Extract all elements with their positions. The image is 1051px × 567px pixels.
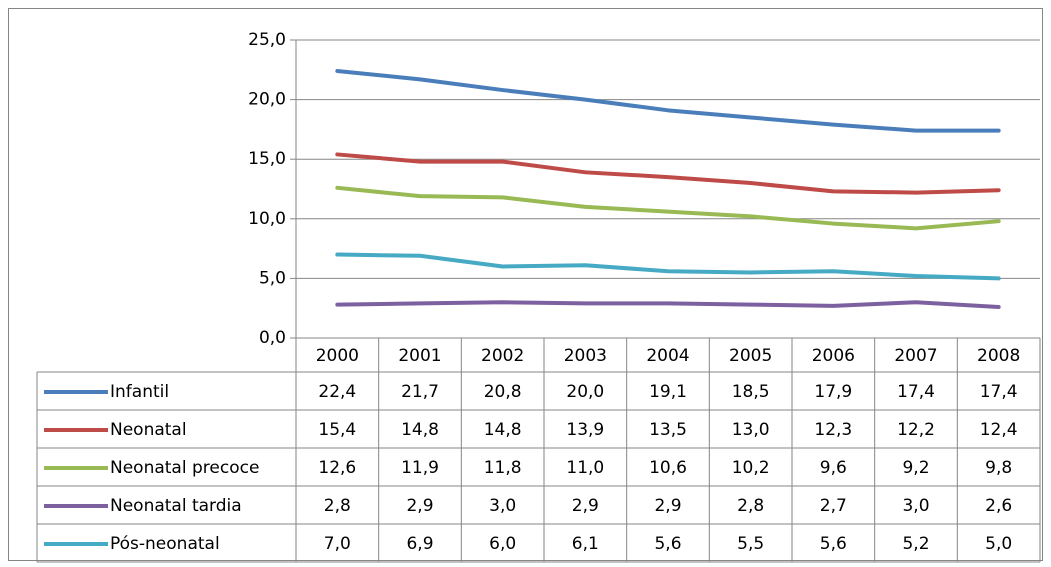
y-tick-label: 0,0 bbox=[259, 328, 286, 348]
table-value: 2,6 bbox=[985, 496, 1012, 516]
table-value: 5,6 bbox=[654, 534, 681, 554]
table-value: 15,4 bbox=[318, 420, 356, 440]
table-value: 5,2 bbox=[902, 534, 929, 554]
x-tick-label: 2005 bbox=[729, 346, 772, 366]
table-value: 13,5 bbox=[649, 420, 687, 440]
x-tick-label: 2001 bbox=[398, 346, 441, 366]
table-value: 12,6 bbox=[318, 458, 356, 478]
series-line bbox=[335, 252, 1001, 281]
chart-border bbox=[8, 8, 1043, 561]
table-value: 20,8 bbox=[484, 382, 522, 402]
legend-label: Infantil bbox=[110, 382, 169, 402]
table-value: 2,9 bbox=[572, 496, 599, 516]
table-value: 12,4 bbox=[980, 420, 1018, 440]
series-line bbox=[335, 300, 1001, 310]
legend-label: Neonatal precoce bbox=[110, 458, 259, 478]
y-tick-label: 10,0 bbox=[248, 209, 286, 229]
table-value: 2,9 bbox=[654, 496, 681, 516]
x-tick-label: 2002 bbox=[481, 346, 524, 366]
series-line bbox=[335, 185, 1001, 231]
table-value: 18,5 bbox=[732, 382, 770, 402]
table-value: 19,1 bbox=[649, 382, 687, 402]
table-value: 21,7 bbox=[401, 382, 439, 402]
legend-label: Neonatal bbox=[110, 420, 187, 440]
x-tick-label: 2003 bbox=[564, 346, 607, 366]
legend-label: Pós-neonatal bbox=[110, 534, 220, 554]
series-line bbox=[335, 152, 1001, 195]
table-value: 9,2 bbox=[902, 458, 929, 478]
table-value: 2,9 bbox=[406, 496, 433, 516]
table-value: 22,4 bbox=[318, 382, 356, 402]
table-value: 13,9 bbox=[566, 420, 604, 440]
table-value: 10,6 bbox=[649, 458, 687, 478]
y-tick-label: 15,0 bbox=[248, 149, 286, 169]
table-value: 2,8 bbox=[737, 496, 764, 516]
table-value: 2,8 bbox=[324, 496, 351, 516]
table-value: 14,8 bbox=[484, 420, 522, 440]
x-tick-label: 2008 bbox=[977, 346, 1020, 366]
table-value: 7,0 bbox=[324, 534, 351, 554]
table-value: 20,0 bbox=[566, 382, 604, 402]
x-tick-label: 2006 bbox=[812, 346, 855, 366]
table-value: 17,4 bbox=[897, 382, 935, 402]
table-value: 9,6 bbox=[820, 458, 847, 478]
y-tick-label: 5,0 bbox=[259, 268, 286, 288]
x-tick-label: 2004 bbox=[646, 346, 689, 366]
table-value: 6,0 bbox=[489, 534, 516, 554]
table-value: 17,9 bbox=[814, 382, 852, 402]
table-value: 5,0 bbox=[985, 534, 1012, 554]
table-value: 12,2 bbox=[897, 420, 935, 440]
y-tick-label: 25,0 bbox=[248, 30, 286, 50]
table-value: 11,0 bbox=[566, 458, 604, 478]
table-value: 12,3 bbox=[814, 420, 852, 440]
table-value: 6,9 bbox=[406, 534, 433, 554]
table-value: 5,5 bbox=[737, 534, 764, 554]
series-line bbox=[335, 68, 1001, 133]
x-tick-label: 2000 bbox=[316, 346, 359, 366]
table-value: 14,8 bbox=[401, 420, 439, 440]
y-tick-label: 20,0 bbox=[248, 90, 286, 110]
legend-label: Neonatal tardia bbox=[110, 496, 242, 516]
table-value: 3,0 bbox=[902, 496, 929, 516]
table-value: 9,8 bbox=[985, 458, 1012, 478]
table-value: 3,0 bbox=[489, 496, 516, 516]
table-value: 2,7 bbox=[820, 496, 847, 516]
table-value: 17,4 bbox=[980, 382, 1018, 402]
table-value: 11,9 bbox=[401, 458, 439, 478]
table-value: 10,2 bbox=[732, 458, 770, 478]
table-value: 5,6 bbox=[820, 534, 847, 554]
table-value: 6,1 bbox=[572, 534, 599, 554]
table-value: 11,8 bbox=[484, 458, 522, 478]
x-tick-label: 2007 bbox=[894, 346, 937, 366]
table-value: 13,0 bbox=[732, 420, 770, 440]
